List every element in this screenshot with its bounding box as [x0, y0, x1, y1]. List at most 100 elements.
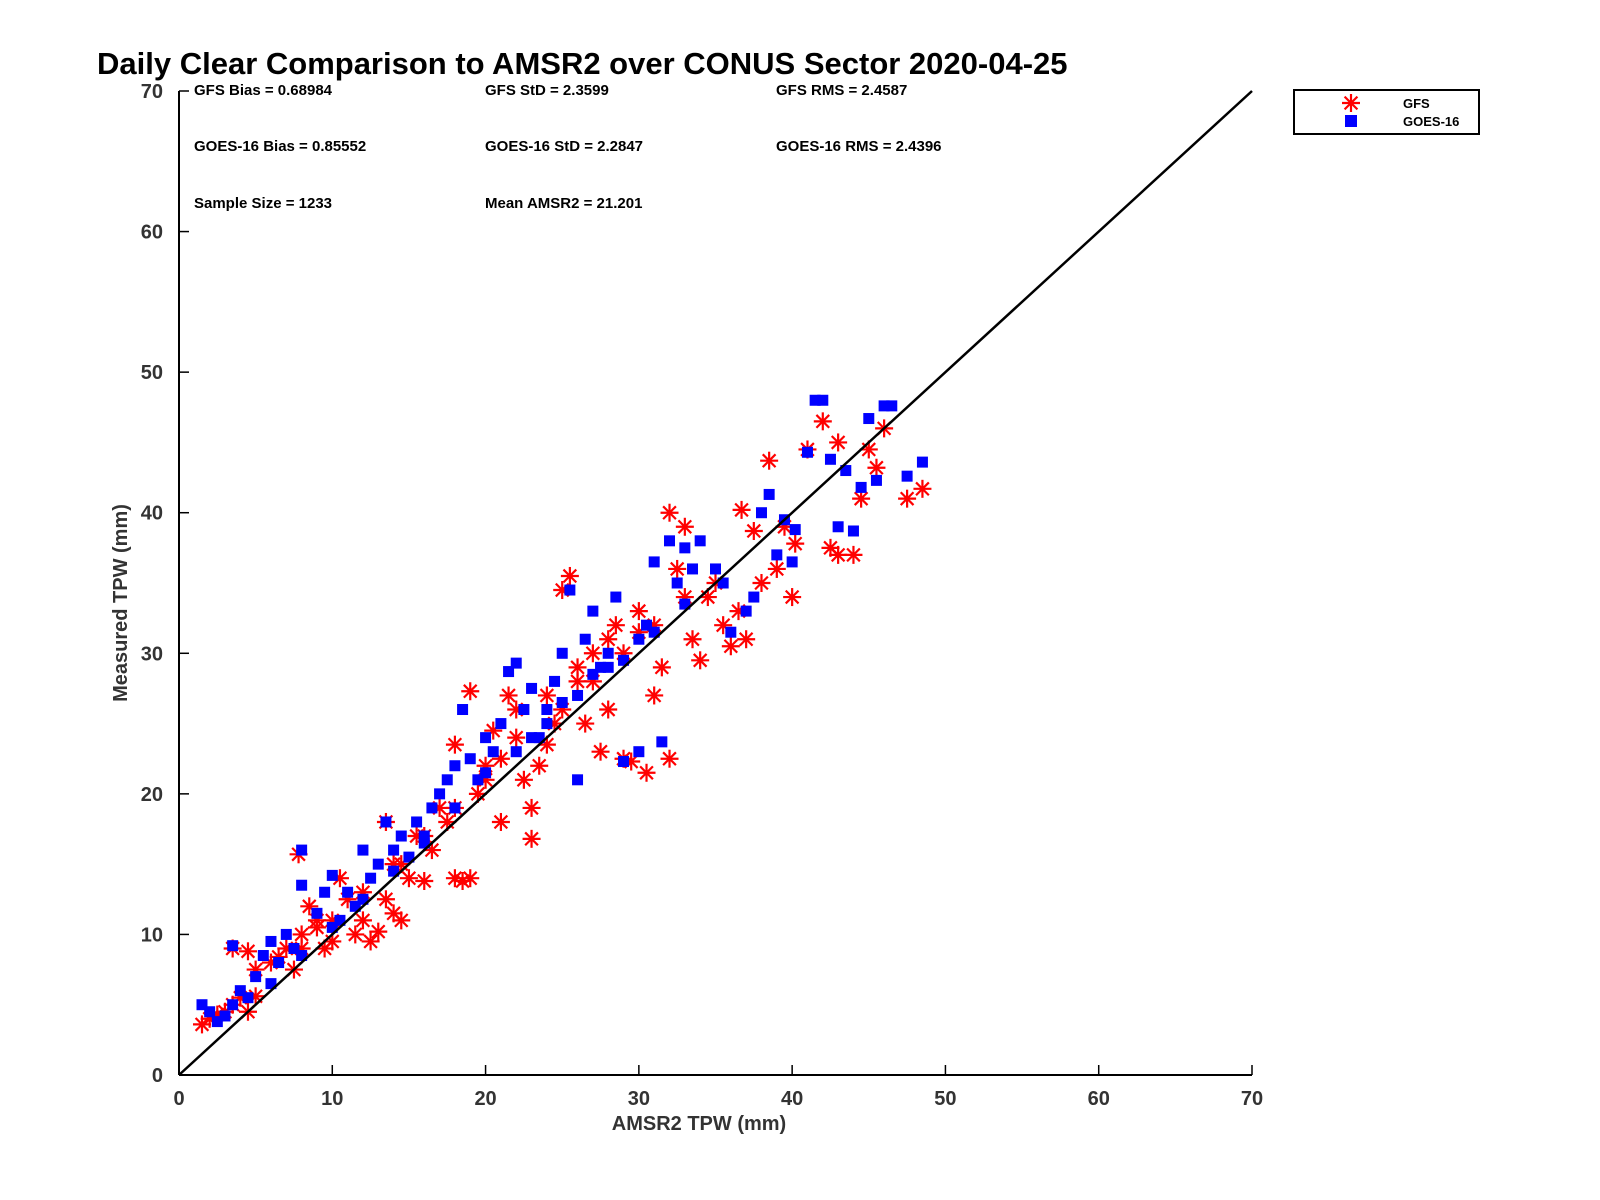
- goes16-point: [664, 535, 676, 547]
- goes16-point: [763, 488, 775, 500]
- sample-size-text: Sample Size = 1233: [194, 195, 332, 212]
- goes16-point: [480, 732, 492, 744]
- goes16-point: [610, 591, 622, 603]
- gfs-point: [783, 588, 802, 607]
- goes16-point: [257, 950, 269, 962]
- goes16-point: [418, 837, 430, 849]
- gfs-point: [913, 479, 932, 498]
- gfs-point: [721, 637, 740, 656]
- goes16-point: [840, 465, 852, 477]
- goes16-point: [587, 605, 599, 617]
- goes16-point: [357, 844, 369, 856]
- x-tick-label: 70: [1241, 1088, 1263, 1110]
- goes16-point: [786, 556, 798, 568]
- gfs-point: [346, 925, 365, 944]
- goes16-point: [342, 886, 354, 898]
- goes16-point: [748, 591, 760, 603]
- goes16-point: [832, 521, 844, 533]
- goes16-point: [579, 633, 591, 645]
- gfs-point: [361, 932, 380, 951]
- legend-goes16-marker: [1345, 115, 1357, 127]
- goes16-point: [273, 957, 285, 969]
- goes16-point: [296, 879, 308, 891]
- goes16-point: [311, 907, 323, 919]
- goes16-point: [789, 524, 801, 536]
- goes16-point: [572, 689, 584, 701]
- gfs-point: [645, 686, 664, 705]
- y-tick-label: 70: [141, 81, 163, 103]
- gfs-point: [376, 890, 395, 909]
- gfs-point: [652, 658, 671, 677]
- goes16-point: [801, 446, 813, 458]
- goes16-point: [717, 577, 729, 589]
- goes16-bias-text: GOES-16 Bias = 0.85552: [194, 138, 366, 155]
- goes16-point: [679, 598, 691, 610]
- gfs-point: [491, 812, 510, 831]
- legend-gfs-label: GFS: [1403, 96, 1430, 111]
- gfs-point: [568, 658, 587, 677]
- goes16-point: [296, 844, 308, 856]
- y-tick-label: 60: [141, 222, 163, 244]
- gfs-std-text: GFS StD = 2.3599: [485, 82, 609, 99]
- x-tick-label: 20: [474, 1088, 496, 1110]
- goes16-point: [863, 413, 875, 425]
- goes16-point: [388, 865, 400, 877]
- y-tick-label: 10: [141, 924, 163, 946]
- goes16-point: [694, 535, 706, 547]
- goes16-point: [556, 647, 568, 659]
- y-tick-label: 0: [152, 1065, 163, 1087]
- goes16-point: [870, 474, 882, 486]
- goes16-point: [725, 626, 737, 638]
- goes16-point: [334, 914, 346, 926]
- y-tick-label: 40: [141, 503, 163, 525]
- goes16-point: [365, 872, 377, 884]
- gfs-point: [453, 872, 472, 891]
- goes16-point: [288, 942, 300, 954]
- goes16-point: [441, 774, 453, 786]
- gfs-point: [238, 942, 257, 961]
- goes16-point: [809, 394, 821, 406]
- goes16-point: [847, 525, 859, 537]
- gfs-point: [599, 700, 618, 719]
- x-tick-label: 30: [628, 1088, 650, 1110]
- gfs-point: [898, 489, 917, 508]
- x-ticks: 0 10 20 30 40 50 60 70: [173, 1065, 1263, 1110]
- goes16-point: [357, 893, 369, 905]
- legend: GFS GOES-16: [1293, 89, 1480, 135]
- gfs-point: [752, 574, 771, 592]
- gfs-point: [714, 616, 733, 635]
- goes16-point: [319, 886, 331, 898]
- chart-title: Daily Clear Comparison to AMSR2 over CON…: [97, 46, 1068, 81]
- goes16-point: [196, 999, 208, 1011]
- goes16-point: [648, 626, 660, 638]
- gfs-point: [599, 630, 618, 649]
- gfs-point: [522, 798, 541, 817]
- goes16-point: [510, 657, 522, 669]
- goes16-point: [472, 774, 484, 786]
- goes16-point: [916, 456, 928, 468]
- goes16-point: [526, 732, 538, 744]
- goes16-point: [526, 682, 538, 694]
- gfs-point: [560, 566, 579, 585]
- goes16-point: [265, 978, 277, 990]
- goes16-point: [280, 928, 292, 940]
- gfs-point: [691, 651, 710, 670]
- goes16-point: [533, 732, 545, 744]
- gfs-point: [737, 630, 756, 649]
- goes16-point: [234, 985, 246, 997]
- goes16-point: [901, 470, 913, 482]
- goes16-point: [326, 921, 338, 933]
- goes16-point: [265, 935, 277, 947]
- gfs-point: [744, 521, 763, 540]
- goes16-point: [426, 802, 438, 814]
- gfs-point: [729, 602, 748, 621]
- goes16-point: [633, 746, 645, 758]
- x-tick-label: 0: [173, 1088, 184, 1110]
- gfs-point: [568, 672, 587, 691]
- gfs-point: [415, 872, 434, 891]
- gfs-bias-text: GFS Bias = 0.68984: [194, 82, 333, 99]
- one-to-one-reference-line: [178, 90, 1253, 1076]
- x-axis-label: AMSR2 TPW (mm): [612, 1113, 786, 1135]
- goes16-point: [242, 992, 254, 1004]
- goes16-point: [418, 830, 430, 842]
